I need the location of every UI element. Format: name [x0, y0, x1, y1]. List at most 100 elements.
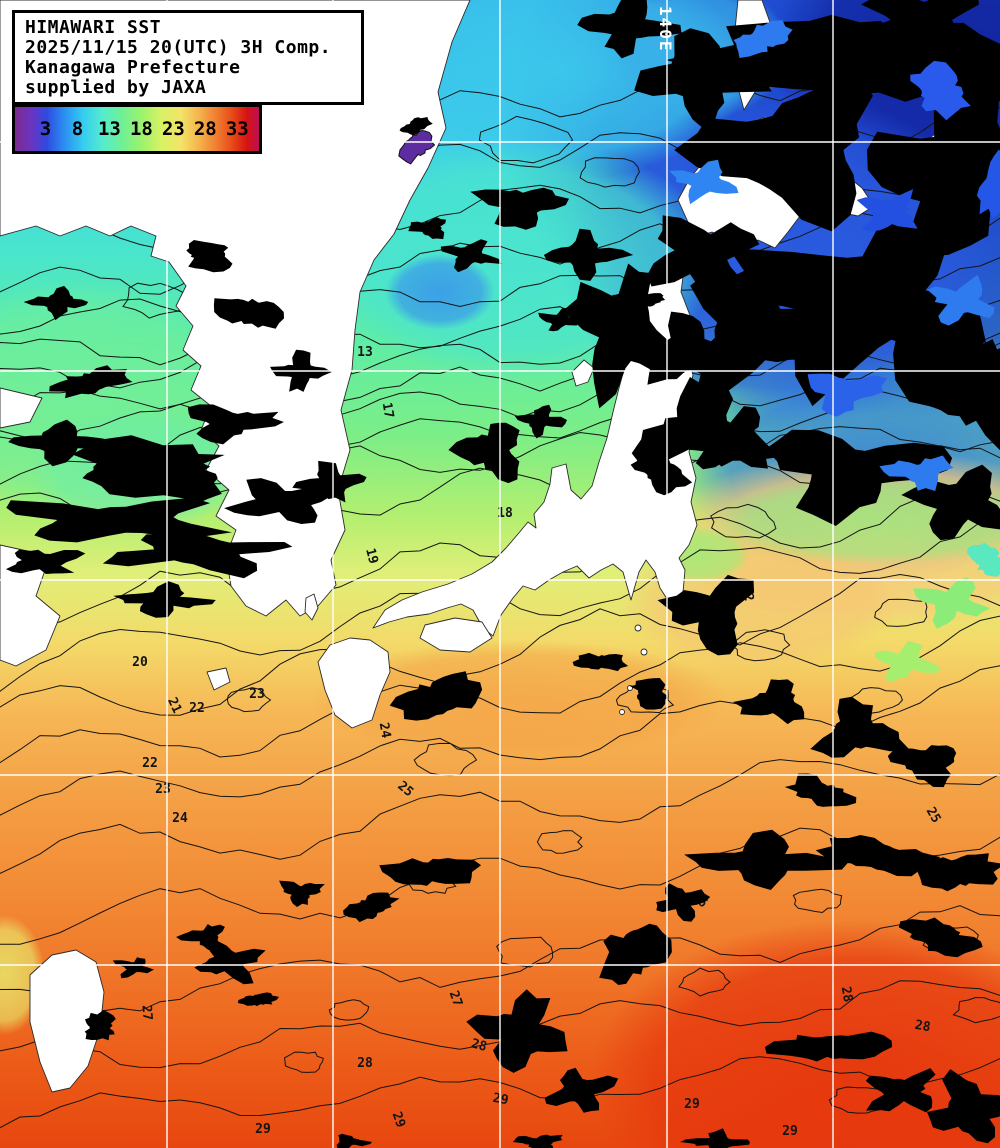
taiwan — [29, 949, 105, 1093]
cloud-blob — [627, 293, 664, 312]
isotherm-label: 28 — [838, 985, 856, 1003]
shikoku — [419, 617, 493, 653]
cloud-gap — [856, 189, 918, 232]
colorbar-gradient — [15, 107, 259, 151]
cloud-blob — [194, 940, 266, 985]
cloud-blob — [379, 858, 482, 886]
isotherm-label: 22 — [189, 701, 205, 716]
cloud-blob — [683, 406, 768, 470]
cloud-blob — [765, 429, 953, 526]
cloud-blob — [237, 992, 279, 1007]
cloud-blob — [5, 549, 86, 574]
isotherm-label: 29 — [255, 1122, 271, 1137]
cloud-blob — [279, 880, 325, 907]
cloud-blob — [599, 923, 672, 985]
cloud-blob — [927, 1069, 1000, 1144]
cloud-gap — [913, 577, 991, 629]
colorbar-tick: 28 — [193, 118, 217, 140]
cloud-blob — [572, 652, 629, 672]
cloud-gap — [733, 20, 793, 58]
title-credit: supplied by JAXA — [25, 77, 207, 98]
cloud-blob — [544, 1067, 619, 1113]
cloud-blob — [84, 1010, 116, 1041]
cloud-blob — [647, 311, 743, 385]
cloud-blob — [917, 853, 1000, 892]
cloud-blob — [440, 239, 502, 273]
cloud-blob — [8, 419, 122, 467]
isotherm-label: 21 — [164, 695, 184, 716]
cloud-gap — [875, 640, 941, 683]
title-datetime: 2025/11/15 20(UTC) 3H Comp. — [25, 37, 332, 58]
cloud-blob — [680, 1128, 750, 1148]
small-island — [634, 624, 642, 632]
cloud-blob — [470, 187, 569, 230]
cloud-blob — [213, 298, 285, 329]
cloud-blob — [867, 74, 1000, 257]
cloud-blob — [815, 835, 943, 877]
cloud-gap — [976, 149, 1000, 219]
cloud-gap — [669, 159, 739, 205]
cloud-blob — [674, 75, 873, 232]
title-product: HIMAWARI SST — [25, 17, 162, 38]
isotherm-label: 27 — [446, 989, 465, 1009]
cloud-blob — [562, 263, 685, 409]
isotherm-label: 19 — [362, 547, 381, 566]
sst-colorbar: 3 8 13 18 23 28 33 — [12, 104, 262, 154]
cloud-blob — [887, 745, 957, 788]
isotherm-label: 29 — [389, 1110, 408, 1130]
cloud-blob — [733, 679, 805, 725]
isotherm-label: 29 — [684, 1097, 700, 1112]
shandong-tip — [0, 387, 43, 429]
cloud-gap — [879, 455, 954, 491]
cloud-gap — [927, 274, 995, 326]
colorbar-ticks: 3 8 13 18 23 28 33 — [15, 107, 259, 151]
cloud-blob — [343, 892, 400, 923]
cloud-blob — [186, 240, 233, 273]
isotherm-label: 24 — [172, 811, 188, 826]
isotherm-label: 28 — [914, 1018, 932, 1036]
isotherm-label: 20 — [132, 655, 148, 670]
isotherm-label: 23 — [249, 687, 265, 702]
cloud-blob — [71, 435, 225, 502]
cloud-gap — [910, 60, 971, 121]
cloud-blob — [630, 443, 693, 496]
isotherm-label: 27 — [138, 1004, 154, 1021]
title-region: Kanagawa Prefecture — [25, 57, 241, 78]
cloud-gap-layer — [669, 20, 1000, 683]
cloud-blob — [634, 28, 783, 135]
cloud-blob — [860, 0, 979, 49]
cloud-blob — [336, 1133, 372, 1148]
cloud-blob — [408, 217, 446, 240]
jeju-island — [206, 667, 231, 691]
cloud-blob — [647, 215, 760, 306]
tsushima-island — [304, 593, 319, 621]
isotherm-label: 25 — [923, 805, 944, 826]
title-box: HIMAWARI SST 2025/11/15 20(UTC) 3H Comp.… — [12, 10, 364, 105]
cloud-blob — [630, 678, 669, 710]
cloud-blob — [898, 917, 983, 958]
isotherm-label: 24 — [376, 721, 394, 739]
cloud-blob — [102, 531, 293, 579]
cloud-blob — [684, 829, 849, 890]
colorbar-tick: 8 — [71, 118, 84, 140]
colorbar-tick: 3 — [39, 118, 52, 140]
isotherm-label: 28 — [469, 1036, 488, 1055]
colorbar-tick: 23 — [161, 118, 185, 140]
isotherm-label: 28 — [357, 1056, 373, 1071]
cloud-blob — [543, 228, 634, 281]
cloud-blob — [112, 957, 154, 979]
cloud-blob — [448, 422, 520, 484]
cloud-blob — [389, 671, 483, 721]
cloud-blob — [657, 574, 755, 656]
cloud-blob — [512, 1134, 563, 1148]
isotherm-label: 22 — [142, 756, 158, 771]
cloud-blob — [49, 365, 133, 399]
cloud-gap — [966, 542, 1000, 577]
cloud-blob — [538, 307, 580, 332]
cloud-blob — [466, 989, 568, 1073]
cloud-gap — [807, 373, 888, 417]
isotherm-label: 23 — [155, 782, 171, 797]
